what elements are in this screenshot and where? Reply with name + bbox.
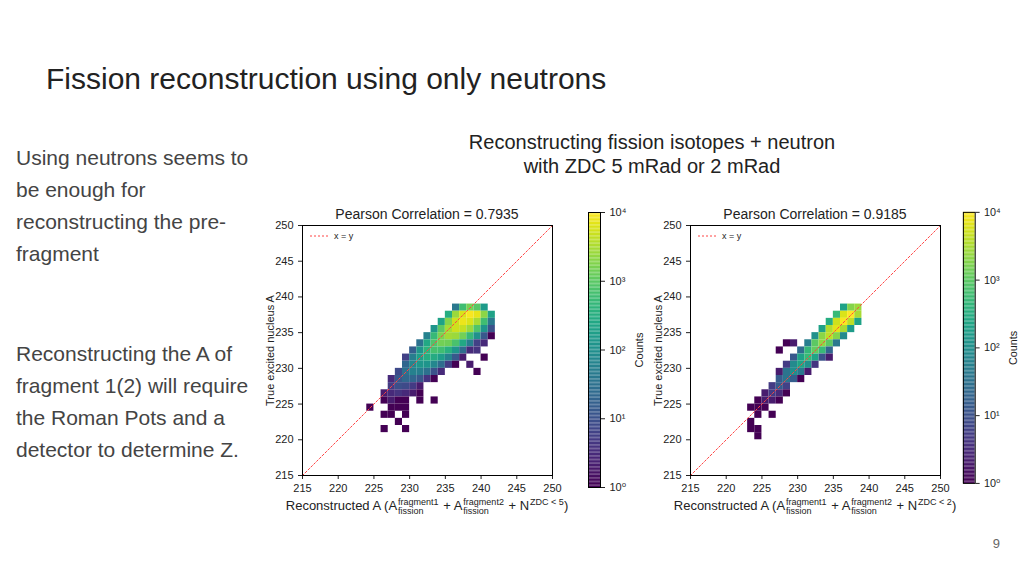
html-text:fission: fission [463, 505, 489, 516]
html-text:x = y: x = y [722, 231, 742, 241]
svg-text:Counts: Counts [1007, 330, 1019, 365]
svg-text:220: 220 [663, 433, 681, 445]
svg-text:230: 230 [275, 362, 293, 374]
svg-text:230: 230 [400, 482, 418, 494]
html-text:fission: fission [851, 505, 877, 516]
svg-text:240: 240 [275, 290, 293, 302]
html-text:9: 9 [992, 536, 1000, 551]
svg-text:240: 240 [472, 482, 490, 494]
svg-text:Counts: Counts [633, 332, 645, 367]
svg-text:225: 225 [663, 398, 681, 410]
html-text:Reconstructed A (Afragment1: Reconstructed A (Afragment1 [673, 496, 827, 514]
svg-text:245: 245 [275, 255, 293, 267]
svg-text:235: 235 [824, 482, 842, 494]
html-text:fission: fission [398, 505, 424, 516]
svg-text:215: 215 [663, 469, 681, 481]
html-text:with ZDC 5 mRad or 2 mRad: with ZDC 5 mRad or 2 mRad [523, 155, 781, 177]
svg-text:250: 250 [543, 482, 561, 494]
html-text:+ Afragment2: + Afragment2 [439, 496, 504, 514]
svg-text:245: 245 [663, 255, 681, 267]
svg-text:250: 250 [663, 219, 681, 231]
svg-text:225: 225 [753, 482, 771, 494]
svg-text:215: 215 [293, 482, 311, 494]
html-text:x = y: x = y [334, 231, 354, 241]
svg-text:10³: 10³ [610, 275, 626, 287]
svg-text:10¹: 10¹ [984, 409, 1000, 421]
html-text:fission: fission [786, 505, 812, 516]
svg-text:235: 235 [436, 482, 454, 494]
html-text:Reconstructing fission isotope: Reconstructing fission isotopes + neutro… [468, 131, 836, 153]
svg-text:215: 215 [681, 482, 699, 494]
svg-text:240: 240 [860, 482, 878, 494]
svg-text:10⁴: 10⁴ [610, 206, 627, 218]
svg-text:220: 220 [717, 482, 735, 494]
svg-text:245: 245 [508, 482, 526, 494]
svg-text:10⁴: 10⁴ [984, 206, 1001, 218]
svg-text:10³: 10³ [984, 274, 1000, 286]
html-text:Pearson Correlation = 0.7935: Pearson Correlation = 0.7935 [335, 206, 519, 222]
svg-text:10⁰: 10⁰ [984, 477, 1000, 489]
svg-text:220: 220 [329, 482, 347, 494]
svg-text:225: 225 [275, 398, 293, 410]
svg-text:True excited nucleus A: True excited nucleus A [264, 294, 276, 406]
svg-text:235: 235 [663, 326, 681, 338]
svg-text:230: 230 [788, 482, 806, 494]
svg-text:10²: 10² [984, 341, 1000, 353]
html-text:Reconstructing the A of fragme: Reconstructing the A of fragment 1(2) wi… [16, 342, 249, 461]
svg-text:245: 245 [896, 482, 914, 494]
svg-text:215: 215 [275, 469, 293, 481]
html-text:+ NZDC < 5): + NZDC < 5) [504, 497, 569, 514]
svg-text:220: 220 [275, 433, 293, 445]
svg-text:235: 235 [275, 326, 293, 338]
svg-text:True excited nucleus A: True excited nucleus A [652, 294, 664, 406]
svg-text:10¹: 10¹ [610, 412, 626, 424]
svg-text:10²: 10² [610, 344, 626, 356]
html-text:Pearson Correlation = 0.9185: Pearson Correlation = 0.9185 [723, 206, 907, 222]
svg-text:230: 230 [663, 362, 681, 374]
svg-text:240: 240 [663, 290, 681, 302]
html-text:Using neutrons seems to be eno: Using neutrons seems to be enough for re… [16, 146, 249, 265]
svg-text:250: 250 [275, 219, 293, 231]
svg-text:250: 250 [931, 482, 949, 494]
html-text:Reconstructed A (Afragment1: Reconstructed A (Afragment1 [285, 496, 439, 514]
svg-text:225: 225 [365, 482, 383, 494]
html-text:+ NZDC < 2): + NZDC < 2) [892, 497, 957, 514]
svg-text:10⁰: 10⁰ [610, 481, 627, 493]
html-text:Fission reconstruction using o: Fission reconstruction using only neutro… [46, 62, 607, 95]
html-text:+ Afragment2: + Afragment2 [827, 496, 892, 514]
